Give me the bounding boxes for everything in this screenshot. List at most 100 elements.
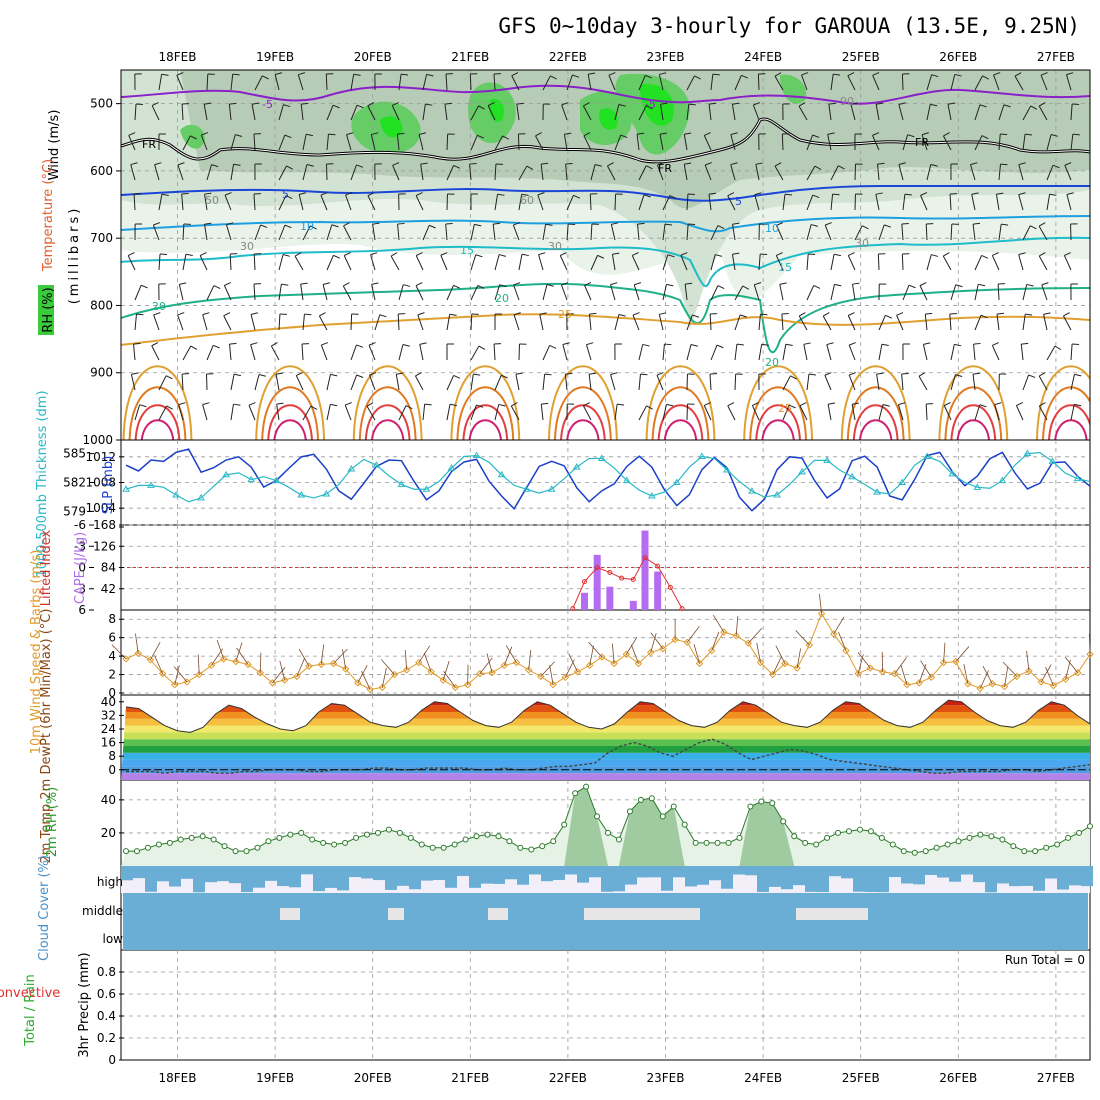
- wind-barb-flag: [541, 162, 549, 165]
- wind10m-barb: [361, 671, 371, 690]
- wind-barb-flag: [610, 282, 618, 286]
- rh-point: [747, 803, 754, 810]
- wind-barb-flag: [201, 132, 209, 136]
- wind-barb-flag: [907, 134, 915, 138]
- cape-bar: [654, 571, 662, 610]
- wind-barb-flag: [607, 162, 614, 167]
- rh-point: [889, 841, 896, 848]
- wind-barb-flag: [597, 254, 605, 259]
- wind-barb-flag: [515, 372, 523, 375]
- cloud-high-bar: [205, 866, 217, 883]
- wind-barb: [493, 343, 496, 361]
- contour-label-20-c: 20: [765, 356, 779, 369]
- wind-barb-flag: [634, 282, 642, 286]
- wind-barb-flag: [151, 342, 159, 347]
- wind10m-barb: [894, 657, 907, 674]
- wind-barb: [1043, 314, 1048, 331]
- wind-barb: [901, 253, 904, 271]
- wind-barb-flag: [476, 404, 484, 408]
- wind-barb: [1070, 374, 1075, 391]
- wind-barb-flag: [993, 72, 1001, 76]
- thickness-point: [472, 451, 481, 459]
- wind-barb-flag: [232, 73, 240, 76]
- wind-barb: [662, 284, 667, 301]
- temp-band: [121, 752, 1090, 760]
- wind-barb: [709, 373, 712, 391]
- wind-barb-flag: [177, 312, 185, 316]
- temperature-contour-lower: [846, 386, 905, 440]
- cloud-high-bar: [181, 866, 193, 879]
- wind-barb: [178, 284, 184, 301]
- thickness-point: [497, 470, 506, 478]
- wind-barb: [662, 254, 669, 271]
- wind-barb: [346, 134, 352, 151]
- wind-barb: [875, 194, 880, 211]
- wind-barb: [542, 224, 547, 241]
- rh-point: [725, 839, 732, 846]
- wind-barb: [511, 75, 520, 91]
- wind-barb: [494, 284, 501, 301]
- wind-barb: [470, 224, 475, 241]
- rh2m-axis-label: 2m RH (%): [45, 787, 60, 858]
- thickness-point: [347, 465, 356, 472]
- wind-barb: [253, 134, 256, 151]
- cape-bar: [641, 530, 649, 610]
- wind-barb-flag: [416, 252, 423, 256]
- wind-barb-flag: [526, 165, 534, 170]
- cloud-high-bar: [601, 866, 613, 892]
- wind-barb-flag: [499, 254, 507, 257]
- wind10m-barb: [748, 628, 763, 644]
- cloud-high-bar: [625, 866, 637, 885]
- date-label-top: 25FEB: [842, 50, 880, 64]
- wind-barb-flag: [285, 195, 293, 200]
- wind-barb: [806, 374, 810, 391]
- wind-barb: [494, 404, 500, 421]
- wind-barb-flag: [331, 224, 339, 228]
- cloud-high-bar: [133, 866, 145, 879]
- wind-barb-flag: [776, 222, 784, 226]
- wind10m-point: [964, 680, 972, 688]
- wind-barb: [151, 345, 160, 361]
- cloud-high-bar: [373, 866, 385, 881]
- thickness-point: [272, 476, 281, 484]
- temp-tick-label: 24: [101, 722, 116, 736]
- wind10m-barb: [150, 642, 161, 660]
- wind-tick-label: 0: [108, 686, 116, 700]
- wind10m-barb: [505, 645, 517, 663]
- wind-barb-flag: [955, 374, 963, 378]
- wind-barb-flag: [712, 73, 720, 76]
- wind10m-point: [830, 630, 838, 638]
- wind-barb: [566, 224, 569, 241]
- wind-barb: [494, 135, 504, 151]
- precip-panel-labels: Total / Rain Convective 3hr Precip (mm) …: [0, 952, 1085, 1057]
- date-label-bottom: 18FEB: [159, 1071, 197, 1085]
- wind-barb: [659, 134, 664, 151]
- cloud-mid-gap: [584, 908, 700, 920]
- wind-barb: [972, 224, 976, 241]
- wind10m-point: [280, 676, 289, 684]
- cloud-high-bar: [589, 866, 601, 878]
- wind-barb-flag: [618, 313, 626, 317]
- wind-barb-flag: [275, 372, 284, 375]
- wind-barb: [230, 134, 236, 151]
- wind-barb-flag: [642, 343, 650, 347]
- wind-barb: [637, 224, 640, 241]
- rh-point: [802, 839, 809, 846]
- wind-barb-flag: [923, 342, 931, 345]
- thickness-point: [773, 491, 781, 498]
- wind-barb-flag: [332, 104, 340, 109]
- wind-barb-flag: [429, 224, 436, 229]
- wind-barb: [656, 374, 664, 391]
- wind-barb: [275, 374, 280, 391]
- wind-barb: [901, 224, 904, 241]
- temp-band: [121, 739, 1090, 746]
- wind-barb: [901, 73, 904, 91]
- wind-barb: [806, 285, 815, 301]
- cloud-high-bar: [685, 866, 697, 887]
- wind-barb-flag: [521, 253, 529, 257]
- temperature-contour-lower: [128, 386, 187, 440]
- wind-barb-flag: [449, 403, 457, 407]
- temperature-contour-lower: [255, 365, 325, 440]
- wind-barb: [278, 254, 284, 271]
- wind-barb-flag: [715, 254, 723, 257]
